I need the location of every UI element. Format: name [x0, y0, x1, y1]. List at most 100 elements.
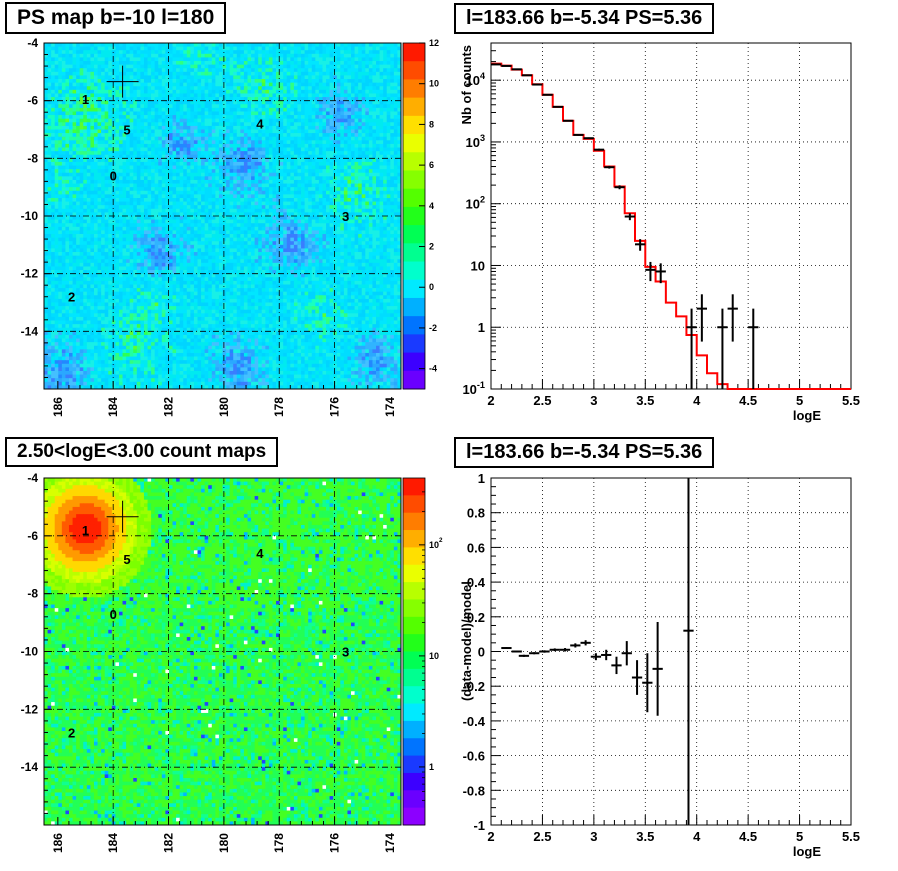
heatmap-cell [251, 93, 255, 97]
heatmap-cell [98, 50, 102, 54]
heatmap-cell [337, 169, 341, 173]
heatmap-cell [290, 93, 294, 97]
heatmap-cell [137, 144, 141, 148]
heatmap-cell [194, 194, 198, 198]
heatmap-cell [233, 176, 237, 180]
heatmap-cell [255, 151, 259, 155]
heatmap-cell [315, 205, 319, 209]
heatmap-cell [294, 119, 298, 123]
heatmap-cell [280, 151, 284, 155]
heatmap-cell [65, 140, 69, 144]
heatmap-cell [351, 104, 355, 108]
heatmap-cell [237, 90, 241, 94]
heatmap-cell [322, 187, 326, 191]
heatmap-cell [305, 137, 309, 141]
heatmap-cell [230, 43, 234, 47]
heatmap-cell [287, 104, 291, 108]
heatmap-cell [365, 126, 369, 130]
heatmap-cell [230, 75, 234, 79]
heatmap-cell [76, 86, 80, 90]
heatmap-cell [226, 119, 230, 123]
heatmap-cell [230, 126, 234, 130]
heatmap-cell [169, 57, 173, 61]
heatmap-cell [212, 79, 216, 83]
heatmap-cell [255, 169, 259, 173]
heatmap-cell [251, 90, 255, 94]
heatmap-cell [247, 191, 251, 195]
heatmap-cell [312, 216, 316, 220]
heatmap-cell [69, 133, 73, 137]
heatmap-cell [301, 115, 305, 119]
heatmap-cell [347, 79, 351, 83]
heatmap-cell [119, 101, 123, 105]
heatmap-cell [344, 111, 348, 115]
heatmap-cell [58, 220, 62, 224]
heatmap-cell [51, 140, 55, 144]
heatmap-cell [65, 83, 69, 87]
heatmap-cell [148, 184, 152, 188]
heatmap-cell [198, 79, 202, 83]
heatmap-cell [358, 93, 362, 97]
heatmap-cell [119, 104, 123, 108]
heatmap-cell [201, 162, 205, 166]
heatmap-cell [362, 144, 366, 148]
heatmap-cell [380, 198, 384, 202]
heatmap-cell [247, 220, 251, 224]
heatmap-cell [158, 115, 162, 119]
heatmap-cell [369, 205, 373, 209]
heatmap-cell [94, 144, 98, 148]
heatmap-cell [205, 166, 209, 170]
heatmap-cell [133, 202, 137, 206]
heatmap-cell [308, 144, 312, 148]
heatmap-cell [312, 90, 316, 94]
heatmap-cell [183, 173, 187, 177]
heatmap-cell [215, 202, 219, 206]
heatmap-cell [98, 205, 102, 209]
heatmap-cell [326, 90, 330, 94]
heatmap-cell [62, 50, 66, 54]
heatmap-cell [333, 50, 337, 54]
heatmap-cell [105, 158, 109, 162]
heatmap-cell [244, 65, 248, 69]
heatmap-cell [308, 173, 312, 177]
heatmap-cell [269, 187, 273, 191]
heatmap-cell [158, 191, 162, 195]
heatmap-cell [190, 61, 194, 65]
heatmap-cell [94, 209, 98, 213]
heatmap-cell [247, 173, 251, 177]
heatmap-cell [294, 216, 298, 220]
heatmap-cell [272, 191, 276, 195]
heatmap-cell [390, 50, 394, 54]
heatmap-cell [362, 220, 366, 224]
heatmap-cell [190, 133, 194, 137]
heatmap-cell [247, 75, 251, 79]
heatmap-cell [344, 162, 348, 166]
heatmap-cell [358, 68, 362, 72]
heatmap-cell [183, 151, 187, 155]
heatmap-cell [258, 220, 262, 224]
heatmap-cell [62, 184, 66, 188]
heatmap-cell [176, 209, 180, 213]
heatmap-cell [87, 220, 91, 224]
heatmap-cell [51, 194, 55, 198]
heatmap-cell [65, 158, 69, 162]
heatmap-cell [283, 115, 287, 119]
heatmap-cell [101, 137, 105, 141]
heatmap-cell [98, 140, 102, 144]
heatmap-cell [355, 104, 359, 108]
heatmap-cell [69, 198, 73, 202]
heatmap-cell [269, 162, 273, 166]
heatmap-cell [190, 104, 194, 108]
heatmap-cell [365, 180, 369, 184]
heatmap-cell [240, 209, 244, 213]
heatmap-cell [187, 108, 191, 112]
heatmap-cell [155, 68, 159, 72]
heatmap-cell [133, 108, 137, 112]
heatmap-cell [294, 75, 298, 79]
heatmap-cell [176, 104, 180, 108]
heatmap-cell [94, 72, 98, 76]
heatmap-cell [194, 93, 198, 97]
heatmap-cell [137, 108, 141, 112]
heatmap-cell [201, 119, 205, 123]
heatmap-cell [287, 61, 291, 65]
